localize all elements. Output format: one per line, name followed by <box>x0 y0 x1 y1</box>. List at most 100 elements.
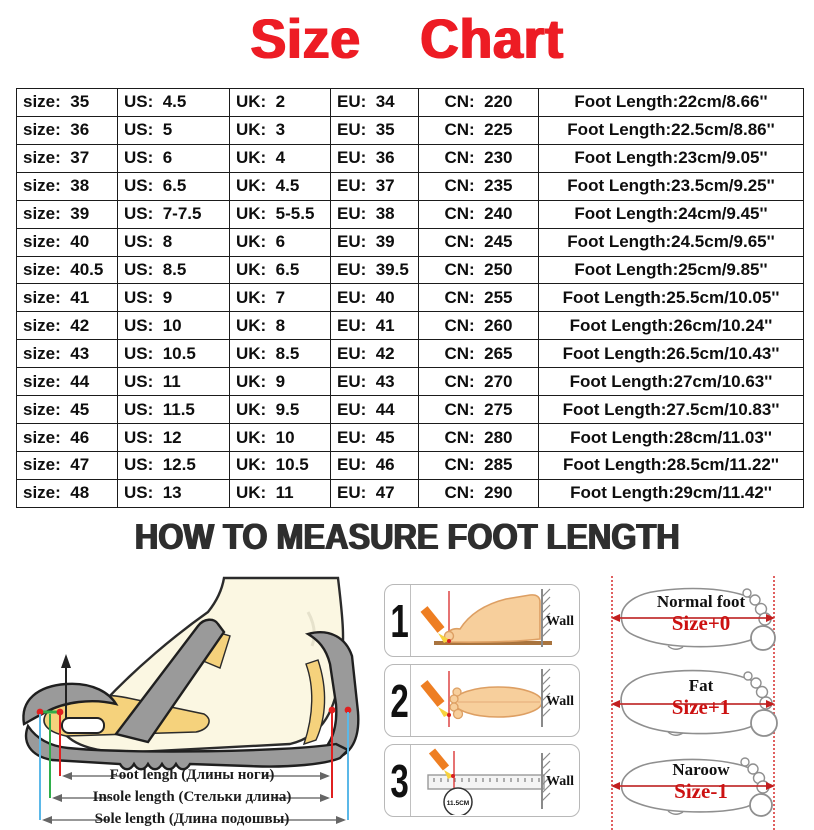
wall-icon <box>541 588 551 647</box>
cell-eu: EU: 45 <box>330 423 419 452</box>
step-panel-3: 3 <box>384 744 580 817</box>
cell-cn: CN: 250 <box>418 255 539 285</box>
cell-size: size: 46 <box>16 423 118 452</box>
foot-type-fat: Fat Size+1 <box>606 662 808 746</box>
cell-us: US: 8.5 <box>117 255 230 285</box>
measure-diagram: Foot lengh (Длины ноги) Insole length (С… <box>8 572 376 828</box>
foot-type-size: Size+1 <box>671 695 731 719</box>
foot-length-label: Foot lengh (Длины ноги) <box>109 767 275 783</box>
cell-us: US: 4.5 <box>117 88 230 117</box>
cell-eu: EU: 42 <box>330 339 419 369</box>
cell-size: size: 36 <box>16 115 118 145</box>
foot-type-name: Normal foot <box>656 592 746 611</box>
cell-cn: CN: 290 <box>418 478 539 509</box>
cell-eu: EU: 34 <box>330 88 419 117</box>
cell-us: US: 5 <box>117 115 230 145</box>
step3-ruler-icon: 11.5CM Wall <box>427 748 574 815</box>
step-panel-1: 1 W <box>384 584 580 657</box>
cell-uk: UK: 3 <box>229 115 331 145</box>
cell-cn: CN: 275 <box>418 395 539 425</box>
step-number: 1 <box>389 585 411 656</box>
cell-us: US: 11.5 <box>117 395 230 425</box>
cell-uk: UK: 8.5 <box>229 339 331 369</box>
cell-eu: EU: 44 <box>330 395 419 425</box>
size-table: size: 35 US: 4.5 UK: 2 EU: 34 CN: 220 Foot Le… <box>16 88 804 509</box>
cell-foot-length: Foot Length:23cm/9.05'' <box>538 143 804 173</box>
cell-foot-length: Foot Length:28.5cm/11.22'' <box>538 450 804 480</box>
foot-type-normal: Normal foot Size+0 <box>606 578 808 662</box>
table-row: size: 45 US: 11.5 UK: 9.5 EU: 44 CN: 275 Foot… <box>16 395 804 425</box>
cell-cn: CN: 225 <box>418 115 539 145</box>
cell-uk: UK: 5-5.5 <box>229 199 331 229</box>
wall-label: Wall <box>546 614 574 629</box>
cell-eu: EU: 35 <box>330 115 419 145</box>
cell-eu: EU: 39 <box>330 227 419 257</box>
table-row: size: 37 US: 6 UK: 4 EU: 36 CN: 230 Foot Leng… <box>16 143 804 173</box>
cell-size: size: 37 <box>16 143 118 173</box>
foot-outline-icon <box>611 757 775 817</box>
wall-label: Wall <box>546 694 574 709</box>
cell-size: size: 39 <box>16 199 118 229</box>
cell-eu: EU: 40 <box>330 283 419 313</box>
cell-size: size: 40 <box>16 227 118 257</box>
cell-cn: CN: 245 <box>418 227 539 257</box>
cell-eu: EU: 41 <box>330 311 419 341</box>
cell-cn: CN: 265 <box>418 339 539 369</box>
cell-cn: CN: 240 <box>418 199 539 229</box>
sole-length-label: Sole length (Длина подошвы) <box>94 811 290 827</box>
table-row: size: 35 US: 4.5 UK: 2 EU: 34 CN: 220 Foot Le… <box>16 88 804 117</box>
cell-cn: CN: 280 <box>418 423 539 452</box>
step-number: 3 <box>389 745 411 816</box>
cell-uk: UK: 6 <box>229 227 331 257</box>
cell-us: US: 12.5 <box>117 450 230 480</box>
cell-eu: EU: 46 <box>330 450 419 480</box>
cell-size: size: 45 <box>16 395 118 425</box>
foot-type-narrow: Naroow Size-1 <box>606 746 808 830</box>
cell-foot-length: Foot Length:24.5cm/9.65'' <box>538 227 804 257</box>
cell-size: size: 44 <box>16 367 118 397</box>
cell-foot-length: Foot Length:25cm/9.85'' <box>538 255 804 285</box>
wall-icon <box>541 668 551 727</box>
width-arrow-icon <box>611 782 775 790</box>
cell-size: size: 38 <box>16 171 118 201</box>
cell-us: US: 6 <box>117 143 230 173</box>
pencil-icon <box>428 748 455 779</box>
cell-foot-length: Foot Length:23.5cm/9.25'' <box>538 171 804 201</box>
toe-window <box>61 717 105 734</box>
foot-type-size: Size-1 <box>674 779 728 803</box>
cell-foot-length: Foot Length:26cm/10.24'' <box>538 311 804 341</box>
table-row: size: 42 US: 10 UK: 8 EU: 41 CN: 260 Foot Len… <box>16 311 804 341</box>
cell-cn: CN: 255 <box>418 283 539 313</box>
cell-uk: UK: 9.5 <box>229 395 331 425</box>
cell-foot-length: Foot Length:25.5cm/10.05'' <box>538 283 804 313</box>
table-row: size: 43 US: 10.5 UK: 8.5 EU: 42 CN: 265 Foot… <box>16 339 804 369</box>
measure-steps: 1 W <box>384 584 580 824</box>
cell-eu: EU: 37 <box>330 171 419 201</box>
step2-foot-top-icon: Wall <box>420 668 574 727</box>
cell-us: US: 9 <box>117 283 230 313</box>
measurement-lines <box>36 706 352 824</box>
cell-us: US: 7-7.5 <box>117 199 230 229</box>
cell-uk: UK: 2 <box>229 88 331 117</box>
cell-cn: CN: 270 <box>418 367 539 397</box>
cell-uk: UK: 6.5 <box>229 255 331 285</box>
up-arrow-icon <box>61 654 71 718</box>
table-row: size: 41 US: 9 UK: 7 EU: 40 CN: 255 Foot Leng… <box>16 283 804 313</box>
cell-uk: UK: 4.5 <box>229 171 331 201</box>
cell-foot-length: Foot Length:27.5cm/10.83'' <box>538 395 804 425</box>
cell-size: size: 40.5 <box>16 255 118 285</box>
cell-cn: CN: 220 <box>418 88 539 117</box>
size-table-body: size: 35 US: 4.5 UK: 2 EU: 34 CN: 220 Foot Le… <box>16 88 804 509</box>
cell-cn: CN: 235 <box>418 171 539 201</box>
foot-type-guide: Normal foot Size+0 Fat Size+1 <box>606 576 808 830</box>
foot-outline-icon <box>611 669 778 737</box>
cell-uk: UK: 8 <box>229 311 331 341</box>
wall-icon <box>541 752 551 809</box>
table-row: size: 47 US: 12.5 UK: 10.5 EU: 46 CN: 285 Foo… <box>16 450 804 480</box>
cell-eu: EU: 47 <box>330 478 419 509</box>
cell-us: US: 12 <box>117 423 230 452</box>
cell-size: size: 42 <box>16 311 118 341</box>
table-row: size: 40.5 US: 8.5 UK: 6.5 EU: 39.5 CN: 250 F… <box>16 255 804 285</box>
cell-eu: EU: 39.5 <box>330 255 419 285</box>
table-row: size: 48 US: 13 UK: 11 EU: 47 CN: 290 Foot Le… <box>16 478 804 509</box>
